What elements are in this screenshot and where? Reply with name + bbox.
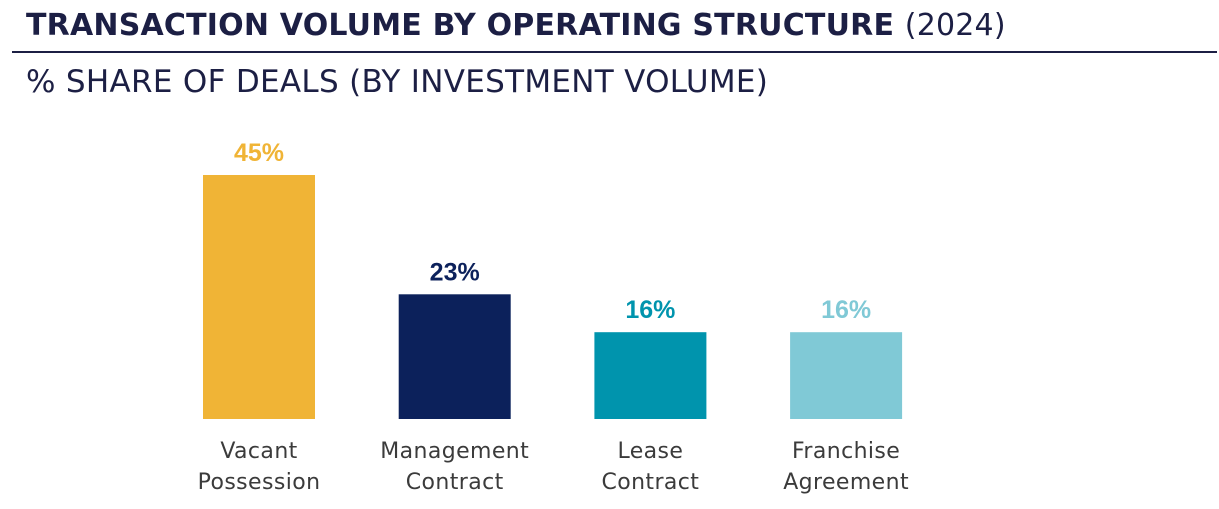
category-label: Franchise [792, 439, 900, 464]
category-label: Lease [617, 439, 683, 464]
bar [594, 332, 707, 419]
chart-title-main: TRANSACTION VOLUME BY OPERATING STRUCTUR… [26, 8, 895, 43]
bar-value-label: 23% [430, 258, 480, 286]
category-label: Possession [198, 470, 321, 495]
bar [203, 175, 315, 419]
category-label: Vacant [220, 439, 297, 464]
category-label: Management [380, 439, 529, 464]
bar-value-label: 16% [625, 296, 675, 324]
bar [790, 332, 903, 419]
category-label: Agreement [783, 470, 909, 495]
chart-subtitle: % SHARE OF DEALS (BY INVESTMENT VOLUME) [26, 64, 769, 100]
category-label: Contract [406, 470, 504, 495]
category-label: Contract [601, 470, 699, 495]
bar-value-label: 45% [234, 139, 284, 167]
bar [398, 294, 511, 419]
title-divider [12, 51, 1217, 53]
chart-title-year: (2024) [904, 8, 1006, 43]
chart-title: TRANSACTION VOLUME BY OPERATING STRUCTUR… [26, 6, 1006, 46]
bar-value-label: 16% [821, 296, 871, 324]
